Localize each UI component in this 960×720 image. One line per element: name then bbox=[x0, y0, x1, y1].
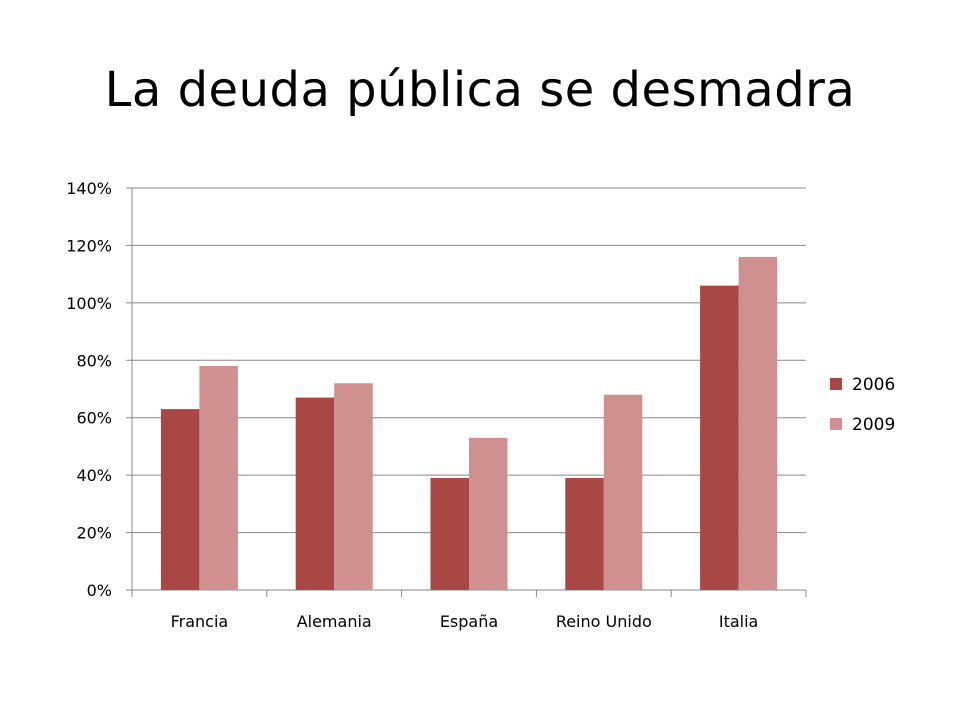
bar-2009-reino-unido bbox=[603, 394, 643, 590]
y-tick-label: 60% bbox=[76, 409, 112, 428]
bar-2009-españa bbox=[469, 437, 508, 590]
y-tick-labels: 0% 20% 40% 60% 80% 100% 120% 140% bbox=[66, 179, 112, 600]
bar-2009-italia bbox=[738, 256, 778, 590]
legend: 2006 2009 bbox=[830, 375, 895, 435]
slide-title: La deuda pública se desmadra bbox=[104, 62, 856, 118]
x-tick-label: Francia bbox=[171, 612, 229, 631]
y-tick-label: 80% bbox=[76, 351, 112, 370]
legend-label-2006: 2006 bbox=[852, 375, 895, 395]
legend-swatch-2009 bbox=[830, 418, 842, 430]
x-tick-label: Reino Unido bbox=[556, 612, 652, 631]
bar-2006-reino-unido bbox=[565, 478, 604, 590]
x-tick-label: España bbox=[440, 612, 498, 631]
bars bbox=[160, 256, 778, 590]
legend-swatch-2006 bbox=[830, 378, 842, 390]
bar-2006-italia bbox=[700, 285, 739, 590]
y-tick-label: 120% bbox=[66, 236, 112, 255]
x-tick-label: Alemania bbox=[297, 612, 372, 631]
y-tick-label: 140% bbox=[66, 179, 112, 198]
bar-2006-españa bbox=[430, 478, 469, 590]
x-tick-label: Italia bbox=[719, 612, 759, 631]
bar-2006-francia bbox=[160, 409, 200, 590]
bar-2009-francia bbox=[199, 366, 238, 590]
y-tick-label: 40% bbox=[76, 466, 112, 485]
bar-2009-alemania bbox=[334, 383, 373, 590]
legend-label-2009: 2009 bbox=[852, 415, 895, 435]
bar-2006-alemania bbox=[295, 397, 335, 590]
y-tick-label: 0% bbox=[87, 581, 112, 600]
x-tick-labels: Francia Alemania España Reino Unido Italia bbox=[171, 612, 759, 631]
y-tick-label: 20% bbox=[76, 524, 112, 543]
y-tick-label: 100% bbox=[66, 294, 112, 313]
